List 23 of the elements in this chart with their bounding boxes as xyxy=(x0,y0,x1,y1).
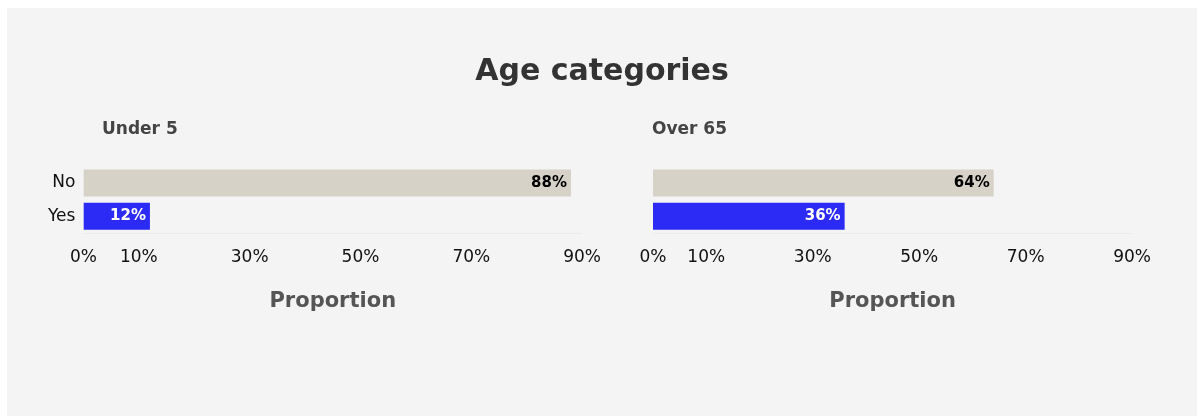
data-label: 36% xyxy=(804,206,841,225)
chart-title: Age categories xyxy=(474,52,730,87)
x-tick-label: 70% xyxy=(1006,245,1045,266)
x-tick-label: 30% xyxy=(793,245,832,266)
x-tick-label: 50% xyxy=(900,245,939,266)
x-tick-label: 30% xyxy=(230,245,269,266)
y-tick-label: Yes xyxy=(46,204,76,225)
data-label: 12% xyxy=(110,206,146,225)
x-tick-label: 0% xyxy=(69,245,97,266)
x-axis-title: Proportion xyxy=(829,287,956,312)
x-tick-label: 10% xyxy=(687,245,726,266)
chart-subtitle: Under 5 xyxy=(102,118,178,138)
x-tick-label: 90% xyxy=(563,245,602,266)
x-tick-label: 0% xyxy=(639,245,667,266)
data-label: 64% xyxy=(953,172,990,191)
x-tick-label: 50% xyxy=(341,245,380,266)
x-tick-label: 90% xyxy=(1113,245,1152,266)
x-axis-title: Proportion xyxy=(269,287,397,312)
chart-subtitle: Over 65 xyxy=(652,118,728,138)
y-tick-label: No xyxy=(52,171,76,192)
x-tick-label: 10% xyxy=(119,245,158,266)
data-label: 88% xyxy=(531,172,568,191)
x-tick-label: 70% xyxy=(452,245,491,266)
